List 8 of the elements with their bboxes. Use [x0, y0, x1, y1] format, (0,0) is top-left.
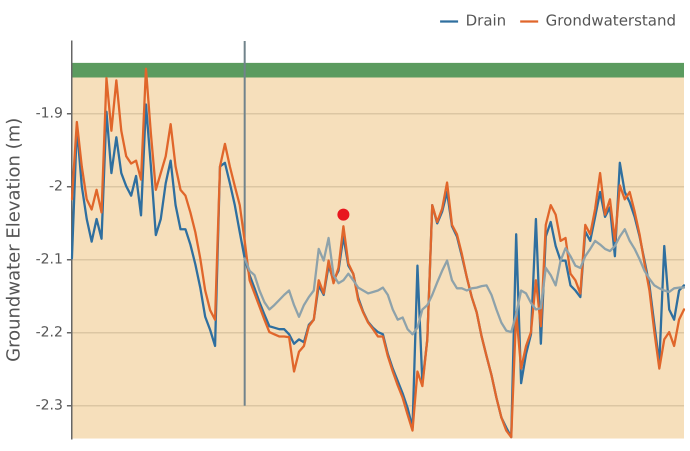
legend-label: Grondwaterstand	[546, 11, 676, 30]
y-tick-label: -2.1	[36, 252, 63, 268]
y-tick-label: -2.2	[36, 324, 63, 340]
y-tick-label: -1.9	[36, 106, 63, 122]
legend-label: Drain	[466, 11, 506, 30]
y-tick-label: -2	[48, 178, 63, 195]
y-axis-title: Groundwater Elevation (m)	[3, 118, 24, 362]
y-tick-label: -2.3	[36, 397, 63, 414]
